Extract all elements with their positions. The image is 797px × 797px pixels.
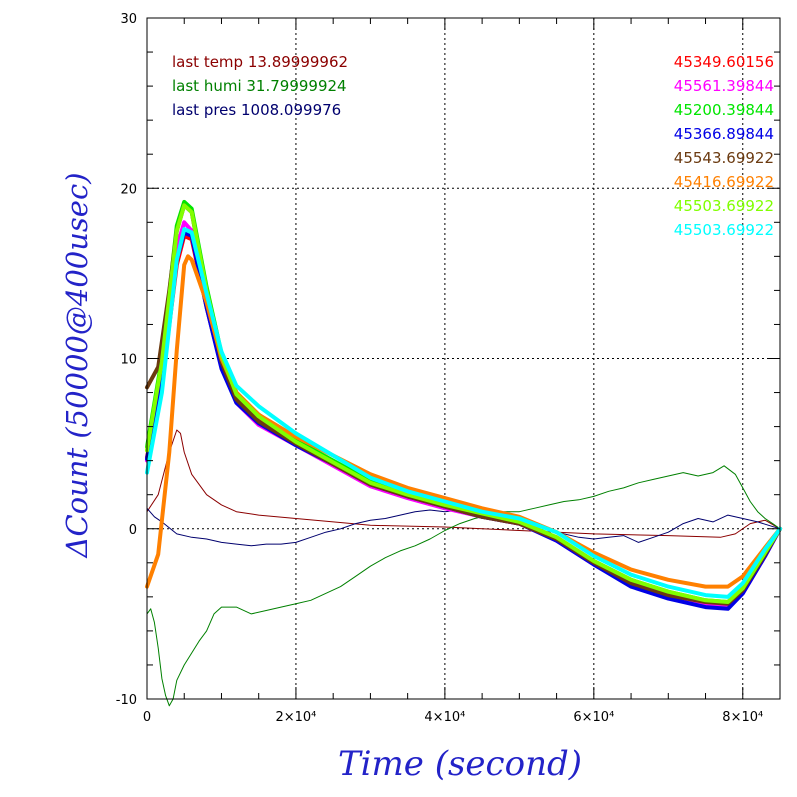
x-tick-label: 0 [143,710,151,725]
series-line [145,203,782,606]
y-tick-label: 0 [129,523,137,538]
series-layer [145,199,782,707]
legend-layer: 45349.60156 45561.39844 45200.39844 45366.8… [172,53,774,239]
grid-layer [147,18,780,699]
label-layer: 0 2×10⁴ 4×10⁴ 6×10⁴ 8×10⁴ -10 0 10 20 30 [116,12,763,725]
legend-entry: 45200.39844 [674,101,774,119]
series-line [145,227,782,599]
annotation-text: last temp 13.89999962 [172,53,348,71]
series-line [145,254,782,589]
tick-layer [146,17,781,700]
y-axis-title: ΔCount (50000@400usec) [60,172,94,558]
legend-entry: 45416.69922 [674,173,774,191]
series-line [145,233,782,608]
x-tick-label: 6×10⁴ [573,710,614,725]
x-tick-label: 4×10⁴ [424,710,465,725]
series-line [145,230,782,611]
legend-entry: 45503.69922 [674,197,774,215]
annotation-text: last humi 31.79999924 [172,77,347,95]
annotation-text: last pres 1008.099976 [172,101,341,119]
series-line [146,429,781,538]
legend-entry: 45561.39844 [674,77,774,95]
legend-entry: 45503.69922 [674,221,774,239]
x-tick-label: 2×10⁴ [275,710,316,725]
x-axis-title: Time (second) [338,744,582,784]
series-line [145,220,782,610]
series-line [146,465,781,707]
y-tick-label: 30 [120,12,137,27]
series-line [145,203,782,604]
legend-entry: 45543.69922 [674,149,774,167]
y-tick-label: -10 [116,693,137,708]
y-tick-label: 10 [120,353,137,368]
x-tick-label: 8×10⁴ [722,710,763,725]
legend-entry: 45366.89844 [674,125,774,143]
legend-entry: 45349.60156 [674,53,774,71]
y-tick-label: 20 [120,182,137,197]
